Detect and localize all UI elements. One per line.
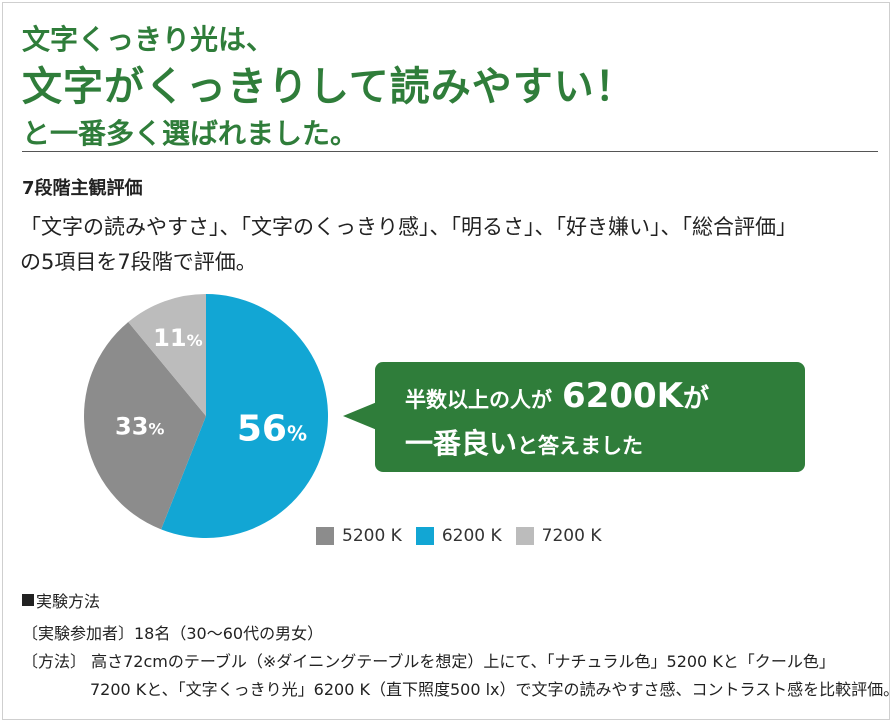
headline-line2: 文字がくっきりして読みやすい！ [22,64,636,110]
divider [22,151,878,152]
bullet-square-icon [22,594,34,606]
callout-line1-c: が [682,384,709,414]
legend-swatch-7200k [515,527,534,545]
section-subhead: 7段階主観評価 [22,178,143,199]
chart-legend: 5200 K 6200 K 7200 K [316,526,601,546]
legend-item-5200k: 5200 K [316,526,402,546]
method-participants: 〔実験参加者〕18名（30〜60代の男女） [22,624,324,643]
callout-line2-b: と答えました [517,434,644,458]
callout-line2: 一番良いと答えました [405,422,643,462]
method-title-text: 実験方法 [36,592,101,611]
callout-pointer [343,402,377,430]
pie-chart: 56% 33% 11% [84,294,329,538]
headline-line3: と一番多く選ばれました。 [22,117,359,150]
callout-line1-a: 半数以上の人が [405,388,552,412]
callout-line1: 半数以上の人が 6200Kが [405,376,709,416]
description-line1: 「文字の読みやすさ」、「文字のくっきり感」、「明るさ」、「好き嫌い」、「総合評価… [20,215,797,239]
method-title: 実験方法 [22,588,100,612]
headline-line1: 文字くっきり光は、 [22,23,275,56]
legend-item-7200k: 7200 K [515,526,602,546]
callout-line2-a: 一番良い [405,427,518,460]
description-line2: の5項目を7段階で評価。 [20,250,257,274]
legend-swatch-5200k [316,527,334,545]
description: 「文字の読みやすさ」、「文字のくっきり感」、「明るさ」、「好き嫌い」、「総合評価… [20,210,797,280]
method-section: 実験方法 [22,588,100,612]
pie-slice-7200k [128,294,206,416]
pie-slice-6200k [161,294,329,538]
legend-item-6200k: 6200 K [415,526,502,546]
legend-label-5200k: 5200 K [342,526,402,546]
method-procedure-line1: 〔方法〕 高さ72cmのテーブル（※ダイニングテーブルを想定）上にて、「ナチュラ… [22,652,835,671]
legend-label-7200k: 7200 K [541,526,602,546]
method-procedure-line2: 7200 Kと、「文字くっきり光」6200 K（直下照度500 lx）で文字の読… [90,680,894,699]
pie-slice-5200k [84,321,206,530]
pie-label-6200k: 56% [237,409,307,450]
pie-label-5200k: 33% [115,412,164,440]
pie-label-7200k: 11% [153,324,202,352]
legend-label-6200k: 6200 K [441,526,502,546]
callout-line1-b: 6200K [562,376,683,416]
callout-box [375,362,805,472]
legend-swatch-6200k [415,527,434,545]
